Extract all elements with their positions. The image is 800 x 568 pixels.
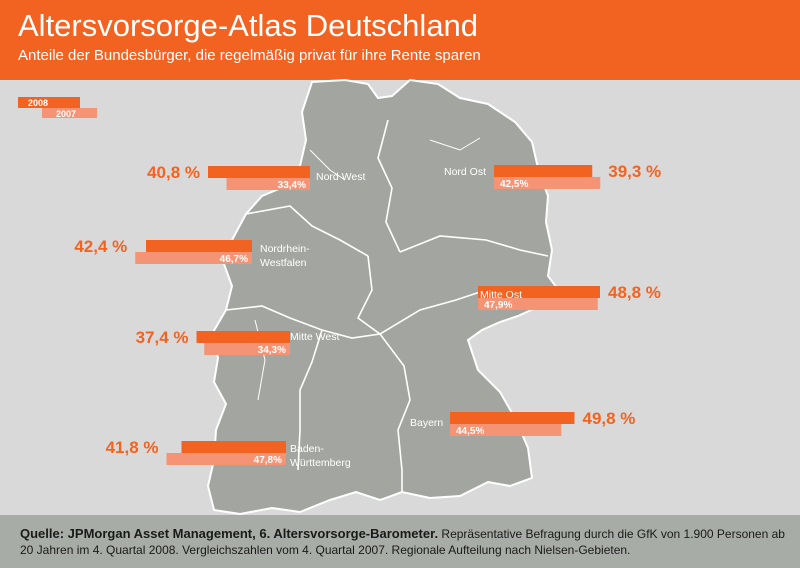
region-label: Nord West xyxy=(316,171,365,183)
region-label: Nord Ost xyxy=(444,166,486,178)
bar-2007 xyxy=(204,343,290,355)
bar-2007 xyxy=(166,453,286,465)
region-label: Westfalen xyxy=(260,257,307,269)
bar-label-2007: 47,8% xyxy=(254,455,282,466)
value-label-2008: 48,8 % xyxy=(608,283,661,302)
footer-bar xyxy=(0,515,800,568)
bar-label-2007: 47,9% xyxy=(484,300,512,311)
bar-label-2007: 46,7% xyxy=(220,254,248,265)
legend-label-2007: 2007 xyxy=(56,109,76,119)
region-label: Württemberg xyxy=(290,457,351,469)
region-label: Nordrhein- xyxy=(260,243,310,255)
source-credit: Quelle: JPMorgan Asset Management, 6. Al… xyxy=(20,526,439,541)
legend-swatch-2008 xyxy=(18,97,80,108)
region-borders xyxy=(225,119,549,492)
value-label-2008: 39,3 % xyxy=(608,162,661,181)
value-label-2008: 40,8 % xyxy=(147,163,200,182)
bar-2008 xyxy=(478,286,600,298)
bar-2007 xyxy=(135,252,252,264)
region-label: Baden- xyxy=(290,443,324,455)
bar-2007 xyxy=(450,424,562,436)
header-banner xyxy=(0,0,800,80)
bar-2007 xyxy=(226,178,310,190)
bar-label-2007: 34,3% xyxy=(258,345,286,356)
region-label: Bayern xyxy=(410,417,443,429)
region-label: Mitte West xyxy=(290,331,339,343)
bar-2008 xyxy=(181,441,286,453)
footer-text: Quelle: JPMorgan Asset Management, 6. Al… xyxy=(20,526,790,558)
page-title: Altersvorsorge-Atlas Deutschland xyxy=(18,8,479,43)
bar-2007 xyxy=(478,298,598,310)
bar-2008 xyxy=(450,412,575,424)
bar-2007 xyxy=(494,177,601,189)
value-label-2008: 42,4 % xyxy=(74,237,127,256)
bar-label-2007: 33,4% xyxy=(278,180,306,191)
bar-2008 xyxy=(196,331,290,343)
region-label: Mitte Ost xyxy=(480,289,522,301)
bar-2008 xyxy=(146,240,252,252)
page-subtitle: Anteile der Bundesbürger, die regelmäßig… xyxy=(18,47,481,64)
survey-note: Repräsentative Befragung durch die GfK v… xyxy=(20,527,785,557)
legend-swatch-2007 xyxy=(42,108,97,118)
value-label-2008: 49,8 % xyxy=(583,409,636,428)
bar-label-2007: 42,5% xyxy=(500,179,528,190)
value-label-2008: 41,8 % xyxy=(106,438,159,457)
bar-2008 xyxy=(494,165,593,177)
value-label-2008: 37,4 % xyxy=(136,328,189,347)
legend-label-2008: 2008 xyxy=(28,98,48,108)
bar-2008 xyxy=(208,166,310,178)
bar-label-2007: 44,5% xyxy=(456,426,484,437)
